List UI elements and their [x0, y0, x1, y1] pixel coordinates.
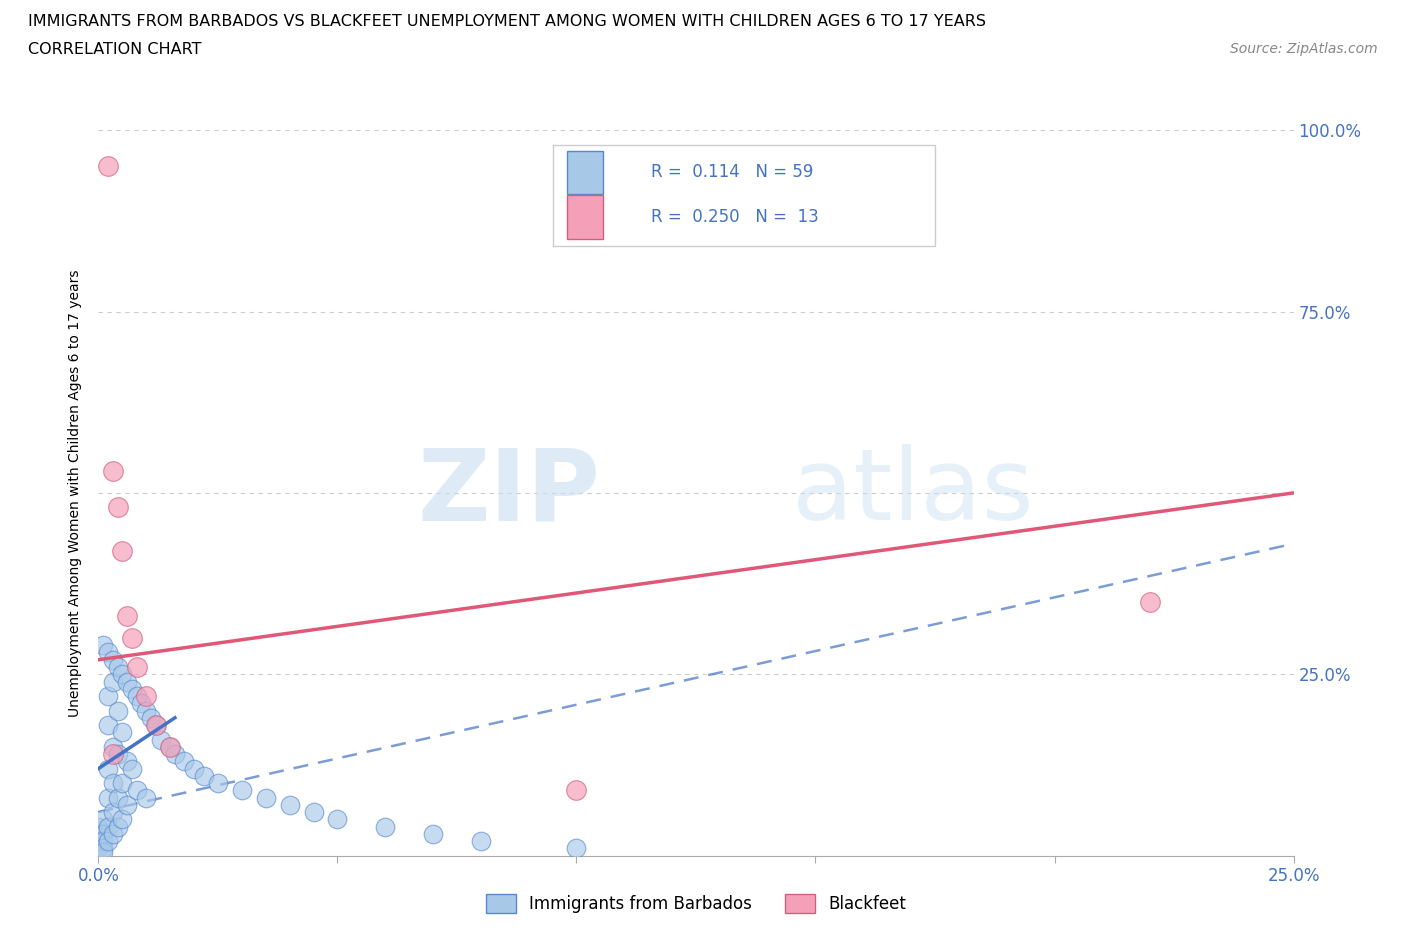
Point	[91, 812, 114, 827]
Point	[97, 833, 120, 848]
Point	[101, 776, 124, 790]
Text: atlas: atlas	[792, 445, 1033, 541]
Point	[131, 696, 153, 711]
Point	[97, 718, 120, 733]
Point	[97, 688, 120, 703]
Point	[565, 783, 588, 798]
Point	[135, 703, 157, 718]
Point	[121, 631, 143, 645]
Point	[135, 688, 157, 703]
Point	[163, 747, 186, 762]
FancyBboxPatch shape	[567, 151, 603, 194]
Point	[470, 833, 492, 848]
Text: R =  0.114   N = 59: R = 0.114 N = 59	[651, 164, 813, 181]
Point	[107, 790, 129, 805]
Point	[101, 804, 124, 819]
Point	[91, 844, 114, 859]
Point	[183, 761, 205, 776]
Point	[121, 682, 143, 697]
Text: CORRELATION CHART: CORRELATION CHART	[28, 42, 201, 57]
Point	[87, 841, 110, 856]
Text: ZIP: ZIP	[418, 445, 600, 541]
Point	[97, 761, 120, 776]
Point	[139, 711, 162, 725]
Point	[111, 543, 134, 558]
Point	[101, 827, 124, 842]
Point	[326, 812, 349, 827]
Point	[145, 718, 167, 733]
Point	[101, 747, 124, 762]
Point	[374, 819, 396, 834]
Point	[111, 667, 134, 682]
Point	[565, 841, 588, 856]
Text: R =  0.250   N =  13: R = 0.250 N = 13	[651, 208, 818, 226]
Point	[97, 790, 120, 805]
Point	[111, 724, 134, 739]
Point	[207, 776, 229, 790]
Point	[91, 833, 114, 848]
Point	[107, 819, 129, 834]
Point	[254, 790, 277, 805]
Point	[159, 739, 181, 754]
Point	[97, 645, 120, 660]
Point	[115, 797, 138, 812]
Point	[231, 783, 253, 798]
Point	[97, 819, 120, 834]
Point	[91, 827, 114, 842]
Legend: Immigrants from Barbados, Blackfeet: Immigrants from Barbados, Blackfeet	[479, 887, 912, 920]
Point	[91, 841, 114, 856]
Point	[107, 500, 129, 515]
Point	[101, 652, 124, 667]
Point	[135, 790, 157, 805]
Point	[1139, 594, 1161, 609]
Point	[302, 804, 325, 819]
Point	[107, 703, 129, 718]
Text: Source: ZipAtlas.com: Source: ZipAtlas.com	[1230, 42, 1378, 56]
Point	[159, 739, 181, 754]
FancyBboxPatch shape	[553, 145, 935, 246]
Point	[422, 827, 444, 842]
Point	[101, 674, 124, 689]
Point	[87, 819, 110, 834]
Point	[111, 776, 134, 790]
Text: IMMIGRANTS FROM BARBADOS VS BLACKFEET UNEMPLOYMENT AMONG WOMEN WITH CHILDREN AGE: IMMIGRANTS FROM BARBADOS VS BLACKFEET UN…	[28, 14, 986, 29]
Point	[107, 747, 129, 762]
Point	[125, 659, 148, 674]
Point	[145, 718, 167, 733]
Point	[115, 754, 138, 769]
Point	[115, 609, 138, 624]
Point	[125, 783, 148, 798]
Point	[91, 638, 114, 653]
Y-axis label: Unemployment Among Women with Children Ages 6 to 17 years: Unemployment Among Women with Children A…	[69, 269, 83, 717]
Point	[87, 833, 110, 848]
Point	[101, 464, 124, 479]
Point	[107, 659, 129, 674]
FancyBboxPatch shape	[567, 195, 603, 239]
Point	[121, 761, 143, 776]
Point	[115, 674, 138, 689]
Point	[173, 754, 195, 769]
Point	[149, 732, 172, 747]
Point	[101, 739, 124, 754]
Point	[111, 812, 134, 827]
Point	[125, 688, 148, 703]
Point	[278, 797, 301, 812]
Point	[193, 768, 215, 783]
Point	[97, 159, 120, 174]
